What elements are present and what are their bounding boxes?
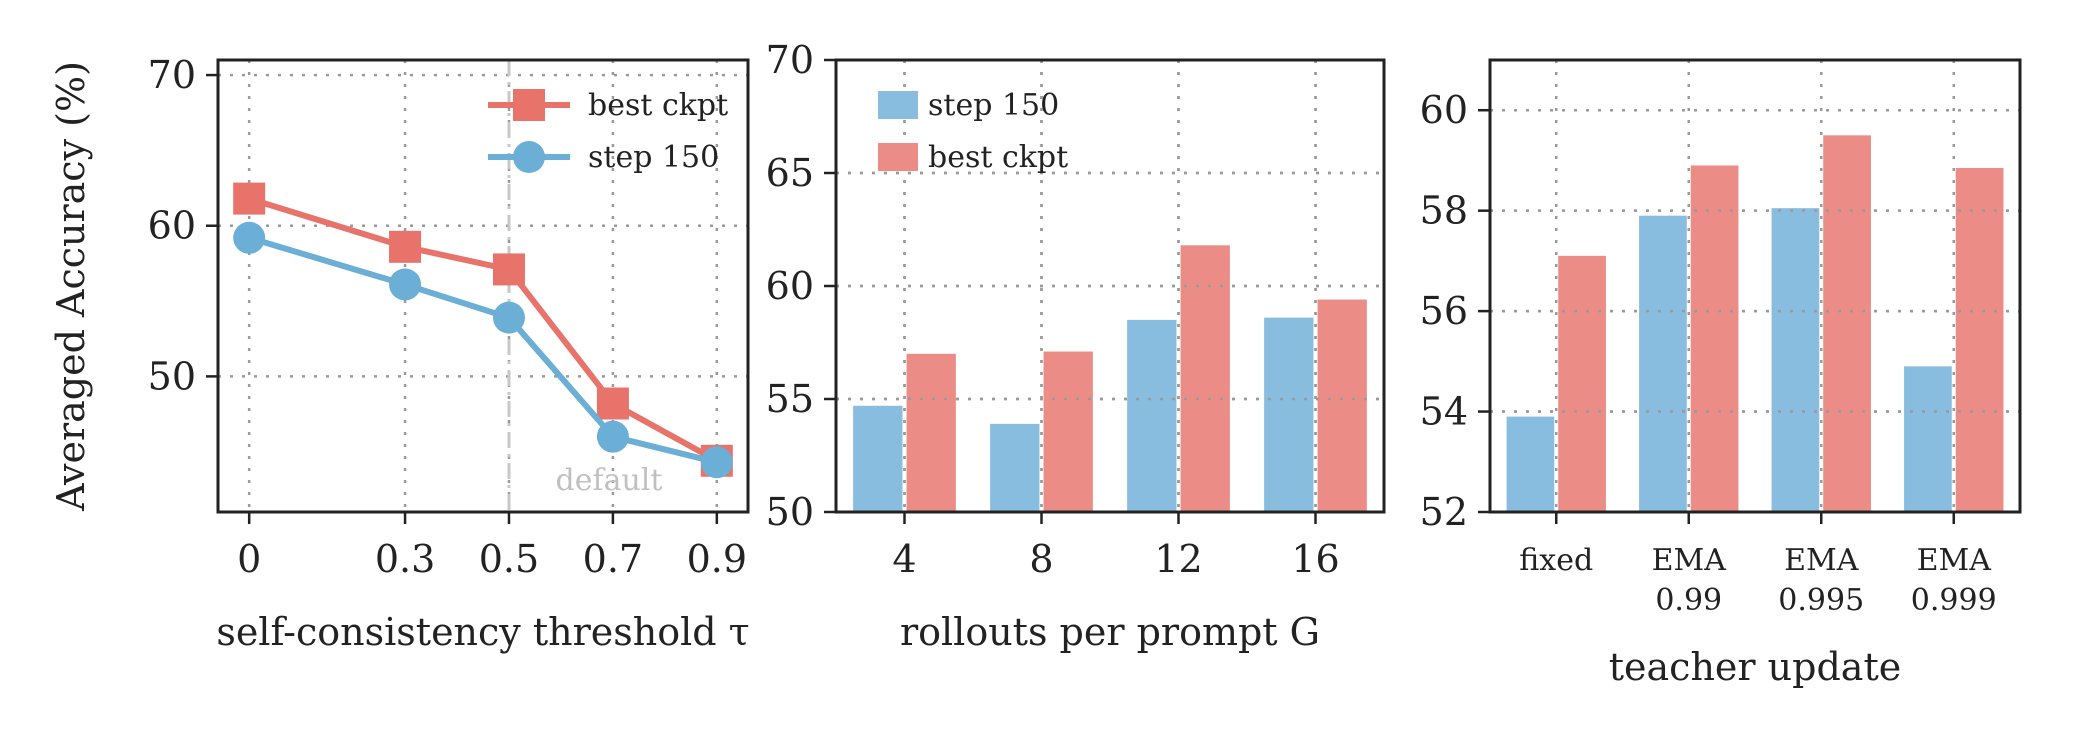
rollouts-ytick-label: 70 bbox=[766, 38, 814, 82]
threshold-xtick-label: 0 bbox=[237, 537, 261, 581]
best-ckpt-bar bbox=[1690, 165, 1739, 512]
threshold-xtick-label: 0.3 bbox=[375, 537, 435, 581]
teacher-plot-frame bbox=[1488, 58, 2022, 514]
step-150-bar bbox=[990, 423, 1040, 512]
rollouts-xlabel: rollouts per prompt G bbox=[900, 610, 1320, 654]
rollouts-ytick-label: 55 bbox=[766, 377, 814, 421]
legend-marker-1 bbox=[513, 141, 545, 173]
best-ckpt-bar bbox=[906, 353, 956, 512]
best-ckpt-marker bbox=[596, 387, 629, 420]
step-150-bar bbox=[1127, 319, 1177, 512]
teacher-xlabel: teacher update bbox=[1609, 645, 1901, 689]
best-ckpt-bar bbox=[1180, 245, 1230, 512]
threshold-ytick-label: 70 bbox=[148, 53, 196, 97]
threshold-xlabel: self-consistency threshold τ bbox=[216, 610, 749, 654]
default-annotation: default bbox=[556, 463, 663, 498]
teacher-ytick-label: 52 bbox=[1420, 490, 1468, 534]
teacher-xtick-label: 0.995 bbox=[1778, 583, 1864, 618]
teacher-ytick-label: 56 bbox=[1420, 289, 1468, 333]
step-150-bar bbox=[1264, 317, 1314, 512]
teacher-xtick-label: 0.999 bbox=[1911, 583, 1997, 618]
best-ckpt-bar bbox=[1955, 167, 2004, 512]
rollouts-xtick-label: 4 bbox=[892, 537, 916, 581]
legend-label-1: best ckpt bbox=[928, 140, 1068, 175]
threshold-xtick-label: 0.7 bbox=[583, 537, 643, 581]
teacher-xtick-label: EMA bbox=[1652, 543, 1727, 578]
panel-teacher-update: 52 54 56 58 60 fixed EMA 0.99 EMA 0.995 EMA 0.999 te… bbox=[1420, 58, 2022, 689]
threshold-ytick-label: 60 bbox=[148, 204, 196, 248]
best-ckpt-marker bbox=[233, 182, 266, 215]
best-ckpt-bar bbox=[1317, 299, 1367, 512]
teacher-ytick-label: 58 bbox=[1420, 189, 1468, 233]
rollouts-xtick-label: 12 bbox=[1154, 537, 1202, 581]
series-line-1 bbox=[248, 234, 718, 466]
step-150-marker bbox=[700, 446, 733, 479]
panel-threshold: 50 60 70 default 0 0.3 0.5 0.7 0.9 best ckpt step … bbox=[49, 53, 750, 654]
step-150-bar bbox=[1904, 366, 1952, 512]
teacher-xtick-label: EMA bbox=[1917, 543, 1992, 578]
teacher-xtick-label: 0.99 bbox=[1655, 583, 1722, 618]
rollouts-ytick-label: 50 bbox=[766, 490, 814, 534]
legend-label-0: step 150 bbox=[928, 88, 1059, 123]
step-150-marker bbox=[492, 301, 525, 334]
threshold-plot-frame bbox=[216, 58, 750, 514]
teacher-ytick-label: 54 bbox=[1420, 390, 1468, 434]
step-150-bar bbox=[1506, 416, 1555, 512]
step-150-bar bbox=[853, 405, 903, 512]
teacher-ytick-label: 60 bbox=[1420, 88, 1468, 132]
panel-rollouts: 50 55 60 65 70 4 8 12 16 step 150 best ckpt rollout… bbox=[766, 38, 1386, 654]
teacher-xtick-label: EMA bbox=[1784, 543, 1859, 578]
rollouts-xtick-label: 8 bbox=[1029, 537, 1053, 581]
rollouts-ytick-label: 65 bbox=[766, 151, 814, 195]
step-150-bar bbox=[1771, 208, 1820, 512]
accuracy-ylabel: Averaged Accuracy (%) bbox=[49, 61, 93, 512]
legend-swatch-1 bbox=[878, 143, 918, 171]
legend-label-1: step 150 bbox=[588, 140, 719, 175]
best-ckpt-bar bbox=[1823, 135, 1871, 513]
rollouts-xtick-label: 16 bbox=[1291, 537, 1339, 581]
teacher-xtick-label: fixed bbox=[1519, 543, 1593, 578]
step-150-marker bbox=[596, 420, 629, 453]
threshold-xtick-label: 0.5 bbox=[479, 537, 539, 581]
series-line-0 bbox=[248, 195, 719, 464]
legend-swatch-0 bbox=[878, 91, 918, 119]
step-150-marker bbox=[389, 268, 422, 301]
best-ckpt-marker bbox=[389, 230, 422, 263]
threshold-xtick-label: 0.9 bbox=[687, 537, 747, 581]
best-ckpt-bar bbox=[1043, 351, 1093, 512]
legend-label-0: best ckpt bbox=[588, 88, 728, 123]
threshold-ytick-label: 50 bbox=[148, 354, 196, 398]
rollouts-ytick-label: 60 bbox=[766, 264, 814, 308]
step-150-bar bbox=[1639, 215, 1687, 512]
legend-marker-0 bbox=[513, 89, 545, 121]
step-150-marker bbox=[233, 221, 266, 254]
best-ckpt-bar bbox=[1558, 255, 1606, 512]
best-ckpt-marker bbox=[492, 253, 525, 286]
rollouts-plot-frame bbox=[834, 58, 1386, 514]
